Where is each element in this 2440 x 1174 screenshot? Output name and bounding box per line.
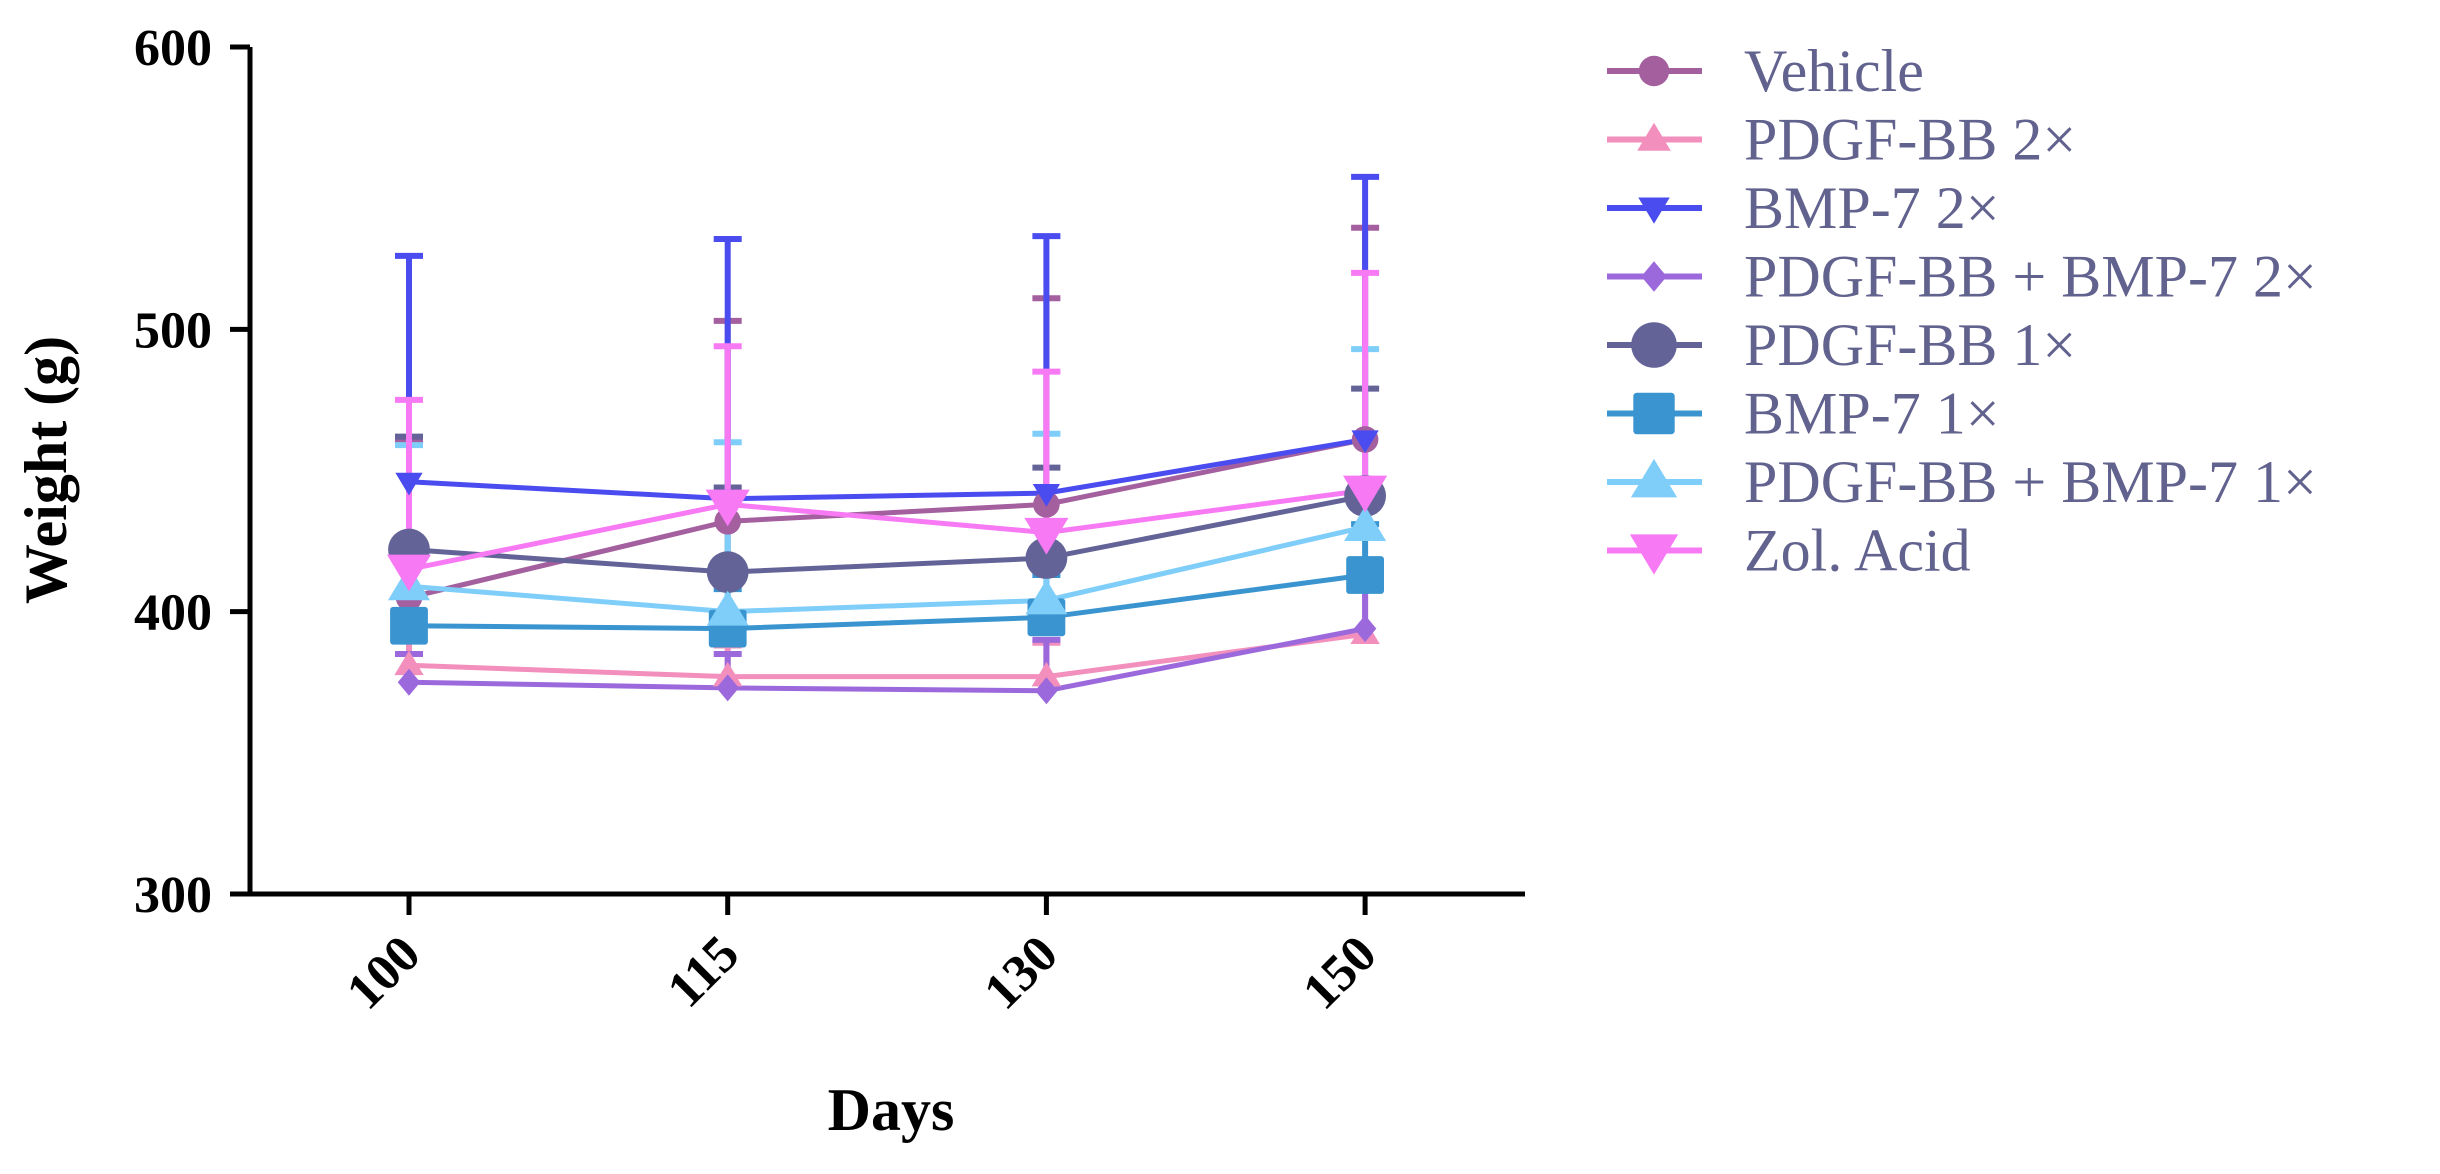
series-line-bmp-7-1 (408, 572, 1366, 632)
legend-marker-pdgf-bb-2 (1637, 122, 1671, 151)
x-tick-label-150: 150 (1292, 925, 1387, 1020)
series-line-pdgf-bb-2 (408, 631, 1366, 680)
y-tick-label-600: 600 (134, 20, 212, 77)
axes (247, 47, 1525, 897)
legend-label-vehicle: Vehicle (1744, 38, 1924, 104)
marker-pdgf-bb-bmp-7-1-115 (706, 590, 749, 626)
marker-zol-acid-150 (1343, 475, 1388, 513)
marker-zol-acid-130 (1024, 517, 1069, 555)
legend-label-pdgf-bb-2: PDGF-BB 2× (1744, 107, 2076, 173)
error-bars (395, 173, 1380, 691)
y-axis-title: Weight (g) (13, 336, 79, 604)
marker-pdgf-bb-2-100 (394, 650, 424, 676)
legend-marker-bmp-7-1 (1633, 392, 1675, 435)
legend-marker-pdgf-bb-1 (1631, 322, 1677, 368)
marker-pdgf-bb-bmp-7-2-115 (716, 674, 739, 702)
legend-label-zol-acid: Zol. Acid (1744, 518, 1971, 584)
marker-pdgf-bb-bmp-7-1-150 (1344, 505, 1387, 541)
legend-label-pdgf-bb-bmp-7-2: PDGF-BB + BMP-7 2× (1744, 244, 2317, 310)
marker-zol-acid-100 (386, 554, 432, 592)
marker-bmp-7-1-150 (1346, 556, 1384, 594)
legend-label-pdgf-bb-1: PDGF-BB 1× (1744, 312, 2076, 378)
marker-pdgf-bb-1-115 (706, 551, 749, 594)
marker-pdgf-bb-bmp-7-2-130 (1035, 677, 1058, 705)
legend-marker-bmp-7-2 (1638, 197, 1670, 224)
x-tick-label-115: 115 (657, 925, 750, 1018)
legend-marker-pdgf-bb-bmp-7-2 (1641, 261, 1667, 292)
marker-zol-acid-115 (705, 489, 750, 527)
marker-pdgf-bb-bmp-7-2-150 (1353, 615, 1377, 643)
series-line-bmp-7-2 (408, 436, 1366, 502)
x-axis-title: Days (828, 1077, 955, 1143)
series-lines (408, 436, 1366, 694)
marker-pdgf-bb-1-130 (1025, 537, 1068, 579)
marker-bmp-7-2-130 (1032, 483, 1061, 507)
legend-marker-zol-acid (1629, 534, 1679, 575)
series-line-pdgf-bb-bmp-7-1 (408, 524, 1366, 615)
series-line-pdgf-bb-bmp-7-2 (408, 626, 1366, 694)
marker-bmp-7-2-150 (1351, 430, 1379, 454)
y-tick-label-300: 300 (134, 867, 212, 924)
legend-label-bmp-7-2: BMP-7 2× (1744, 175, 2000, 241)
marker-pdgf-bb-bmp-7-2-100 (397, 668, 421, 696)
legend-label-bmp-7-1: BMP-7 1× (1744, 381, 2000, 447)
series-line-zol-acid (408, 487, 1366, 572)
legend-marker-pdgf-bb-bmp-7-1 (1630, 458, 1678, 498)
marker-bmp-7-1-100 (390, 606, 428, 645)
y-tick-label-500: 500 (134, 302, 212, 359)
legend-marker-vehicle (1638, 55, 1670, 87)
marker-pdgf-bb-bmp-7-1-130 (1025, 579, 1068, 615)
x-tick-label-130: 130 (973, 925, 1068, 1020)
data-markers (386, 426, 1388, 705)
marker-pdgf-bb-2-115 (713, 661, 743, 687)
y-ticks: 300 400 500 600 (134, 20, 250, 924)
x-ticks: 100 115 130 150 (336, 894, 1388, 1021)
series-line-pdgf-bb-1 (408, 493, 1366, 575)
legend-label-pdgf-bb-bmp-7-1: PDGF-BB + BMP-7 1× (1744, 449, 2317, 515)
x-tick-label-100: 100 (336, 925, 431, 1020)
marker-bmp-7-2-100 (395, 472, 423, 496)
marker-pdgf-bb-2-130 (1031, 661, 1062, 687)
y-tick-label-400: 400 (134, 585, 212, 642)
